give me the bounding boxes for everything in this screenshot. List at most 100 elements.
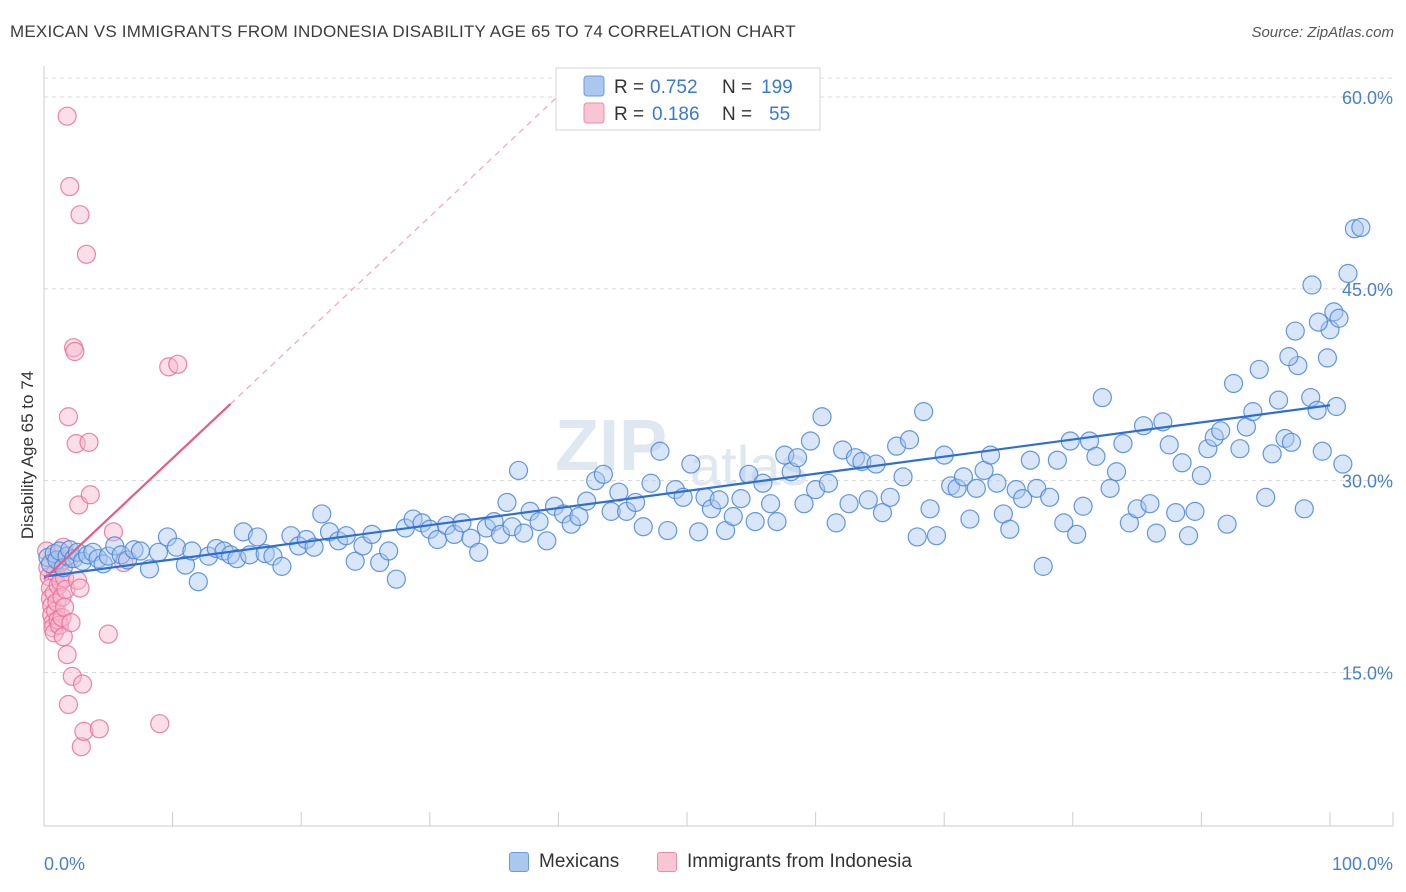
mexicans-point — [1317, 348, 1338, 368]
legend-n-label: N = — [722, 104, 752, 125]
mexicans-point — [312, 504, 332, 524]
x-tick-labels: 0.0% 100.0% — [44, 854, 1393, 874]
mexicans-point — [111, 545, 131, 565]
indonesia-point — [74, 721, 94, 741]
mexicans-point — [233, 522, 253, 542]
mexicans-point — [166, 537, 187, 557]
y-tick-label: 15.0% — [1342, 664, 1393, 684]
series-mexicans-points — [38, 217, 1371, 592]
mexicans-point — [1307, 400, 1327, 420]
mexicans-point — [794, 494, 814, 514]
mexicans-point — [920, 499, 940, 519]
indonesia-point — [49, 615, 70, 635]
mexicans-point — [502, 517, 522, 537]
mexicans-point — [826, 513, 846, 533]
y-tick-label: 60.0% — [1342, 88, 1393, 108]
mexicans-point — [1294, 499, 1314, 519]
mexicans-point — [1281, 432, 1302, 452]
mexicans-point — [609, 482, 629, 502]
mexicans-point — [1013, 488, 1033, 509]
mexicans-point — [633, 517, 653, 537]
mexicans-point — [247, 527, 268, 547]
legend-swatch-mexicans — [509, 852, 529, 872]
mexicans-point — [1054, 513, 1074, 533]
legend-swatch-blue — [583, 75, 605, 97]
stats-legend: R = 0.752 N = 199 R = 0.186 N = 55 — [555, 67, 821, 131]
mexicans-point — [1185, 501, 1205, 521]
mexicans-point — [658, 520, 678, 541]
mexicans-point — [688, 522, 709, 542]
mexicans-point — [78, 545, 98, 565]
mexicans-point — [514, 523, 534, 543]
mexicans-point — [561, 514, 581, 534]
mexicans-point — [858, 490, 878, 510]
mexicans-point — [907, 527, 927, 547]
mexicans-point — [681, 454, 701, 474]
mexicans-point — [987, 473, 1007, 493]
mexicans-point — [345, 551, 365, 571]
indonesia-point — [60, 176, 80, 197]
mexicans-point — [1344, 219, 1365, 239]
mexicans-point — [379, 541, 399, 561]
mexicans-point — [1279, 347, 1299, 367]
indonesia-point — [61, 613, 81, 633]
indonesia-point — [58, 407, 79, 427]
mexicans-point — [1100, 478, 1120, 498]
indonesia-point — [168, 354, 188, 374]
chart-title: MEXICAN VS IMMIGRANTS FROM INDONESIA DIS… — [10, 22, 796, 41]
indonesia-point — [62, 666, 82, 686]
mexicans-point — [1172, 453, 1192, 473]
indonesia-point — [70, 205, 90, 225]
y-tick-label: 30.0% — [1342, 472, 1393, 492]
mexicans-point — [139, 559, 160, 579]
mexicans-point — [497, 492, 517, 513]
mexicans-point — [537, 531, 557, 551]
mexicans-point — [553, 504, 574, 524]
mexicans-point — [577, 491, 597, 511]
mexicans-point — [753, 473, 773, 493]
mexicans-point — [1073, 496, 1093, 516]
mexicans-point — [787, 448, 808, 468]
legend-swatch-indonesia — [657, 852, 677, 872]
mexicans-point — [723, 506, 743, 527]
gridlines — [44, 77, 1393, 674]
mexicans-point — [731, 488, 751, 509]
mexicans-point — [872, 503, 893, 523]
indonesia-point — [57, 645, 77, 665]
indonesia-point — [150, 714, 170, 734]
mexicans-point — [1230, 439, 1250, 459]
svg-text:ZIP: ZIP — [555, 406, 667, 486]
mexicans-point — [800, 431, 821, 451]
mexicans-point — [124, 540, 144, 560]
mexicans-point — [569, 506, 589, 527]
indonesia-point — [70, 578, 90, 598]
mexicans-point — [1033, 556, 1053, 576]
mexicans-point — [1166, 503, 1186, 523]
mexicans-point — [1020, 450, 1040, 470]
indonesia-point — [89, 719, 109, 739]
mexicans-point — [1262, 444, 1282, 464]
mexicans-point — [1092, 387, 1112, 408]
mexicans-point — [1268, 390, 1289, 410]
mexicans-point — [947, 478, 967, 498]
mexicans-point — [1285, 321, 1305, 341]
mexicans-point — [926, 526, 947, 546]
mexicans-point — [1047, 450, 1067, 470]
legend-r-value: 0.752 — [650, 77, 698, 98]
legend-r-value: 0.186 — [652, 104, 700, 125]
mexicans-point — [490, 524, 511, 545]
mexicans-point — [1329, 308, 1349, 328]
indonesia-point — [76, 244, 97, 264]
mexicans-point — [1040, 487, 1060, 507]
mexicans-point — [1191, 465, 1212, 486]
indonesia-point — [58, 694, 79, 715]
mexicans-point — [650, 441, 670, 461]
legend-item-indonesia: Immigrants from Indonesia — [657, 851, 912, 873]
mexicans-point — [1308, 312, 1329, 332]
indonesia-point — [79, 432, 99, 452]
mexicans-point — [255, 543, 275, 564]
legend-item-mexicans: Mexicans — [509, 851, 619, 873]
mexicans-point — [1127, 499, 1147, 519]
mexicans-point — [1113, 433, 1133, 454]
mexicans-point — [304, 537, 324, 557]
